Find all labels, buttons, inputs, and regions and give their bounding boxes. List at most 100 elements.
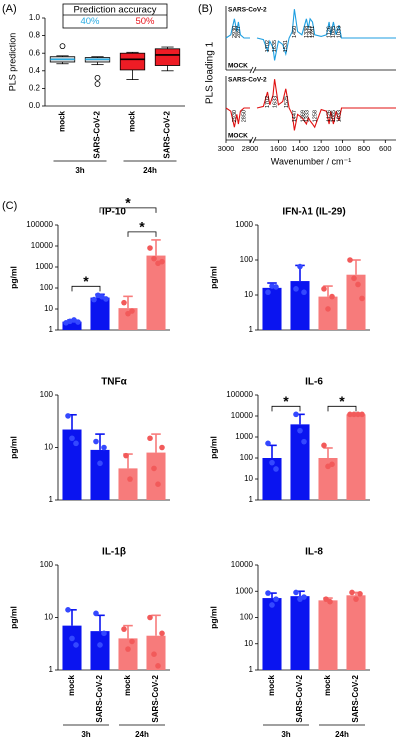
y-tick-label: 1 [249, 495, 254, 504]
data-point [323, 596, 329, 602]
x-tick-label: 800 [358, 144, 371, 153]
end-label: MOCK [228, 133, 248, 140]
data-point [353, 596, 359, 602]
peak-label: 1033 [336, 26, 342, 38]
y-tick-label: 1 [49, 495, 54, 504]
y-tick-label: 10 [244, 290, 253, 299]
significance-bracket [99, 207, 157, 213]
y-tick-label: 10 [44, 304, 53, 313]
y-tick-label: 1 [249, 325, 254, 334]
data-point [65, 607, 71, 613]
bar [62, 321, 82, 330]
data-point [273, 284, 279, 290]
data-point [297, 427, 303, 434]
peak-label: 1085 [331, 26, 337, 38]
x-tick-label: mock [128, 110, 137, 131]
data-point [273, 466, 279, 472]
data-point [321, 442, 327, 449]
y-tick-label: 0.0 [29, 101, 41, 110]
group-label: 24h [143, 166, 157, 175]
bar [318, 458, 338, 500]
peak-label: 2930 [232, 26, 238, 38]
peak-label: 1126 [327, 110, 333, 122]
group-label: 24h [135, 730, 149, 739]
y-tick-label: 10 [244, 639, 253, 648]
y-axis-label: pg/ml [208, 436, 218, 459]
x-tick-label: 1000 [334, 144, 351, 153]
y-tick-label: 100 [240, 453, 254, 462]
y-tick-label: 10000 [31, 241, 54, 250]
group-label: 3h [281, 730, 290, 739]
peak-label: 1702 [265, 96, 271, 108]
data-point [155, 481, 161, 487]
data-point [155, 663, 161, 669]
data-point [101, 444, 107, 451]
x-tick-label: 3000 [218, 144, 235, 153]
data-point [301, 289, 307, 296]
y-axis-label: pg/ml [8, 436, 18, 459]
y-tick-label: 100 [40, 283, 54, 292]
bar [118, 638, 138, 670]
axis-break [249, 66, 254, 74]
x-tick-label: SARS-CoV-2 [163, 110, 172, 158]
data-point [147, 245, 153, 251]
y-tick-label: 10 [44, 613, 53, 622]
y-tick-label: 10000 [231, 560, 254, 569]
data-point [359, 295, 365, 302]
data-point [91, 296, 97, 303]
x-tick-label: mock [267, 674, 276, 695]
peak-label: 1531 [283, 40, 289, 52]
data-point [327, 598, 333, 605]
significance-bracket [127, 231, 157, 237]
data-point [351, 411, 357, 418]
spectrum-line [225, 9, 396, 61]
y-tick-label: 100000 [26, 220, 53, 229]
data-point [151, 465, 157, 472]
bar [262, 287, 282, 330]
significance-label: * [139, 219, 145, 235]
bar [318, 296, 338, 330]
chart-title: IL-6 [305, 377, 323, 388]
x-tick-label: 2800 [242, 144, 259, 153]
data-point [265, 440, 271, 447]
data-point [159, 258, 165, 265]
x-tick-label: mock [58, 110, 67, 131]
data-point [293, 286, 299, 292]
x-tick-label: SARS-CoV-2 [351, 674, 360, 722]
data-point [355, 281, 361, 288]
peak-label: 1338 [304, 26, 310, 38]
y-tick-label: 0.8 [29, 31, 41, 40]
peak-label: 1281 [310, 26, 316, 38]
end-label: SARS-CoV-2 [228, 7, 267, 14]
chart-title: IL-1β [102, 547, 126, 558]
y-tick-label: 1000 [235, 220, 253, 229]
data-point [129, 308, 135, 314]
data-point [97, 642, 103, 648]
data-point [151, 651, 157, 657]
data-point [321, 286, 327, 292]
accuracy-label: 50% [135, 16, 155, 27]
data-point [329, 461, 335, 468]
y-tick-label: 1 [49, 665, 54, 674]
data-point [97, 460, 103, 467]
y-tick-label: 10 [44, 443, 53, 452]
data-point [297, 263, 303, 270]
y-tick-label: 1000 [235, 586, 253, 595]
y-axis-label: pg/ml [8, 266, 18, 289]
legend-box [62, 3, 168, 29]
data-point [151, 255, 157, 262]
y-tick-label: 1000 [235, 432, 253, 441]
group-label: 3h [75, 166, 84, 175]
peak-label: 1333 [304, 110, 310, 122]
x-tick-label: mock [67, 674, 76, 695]
data-point [129, 638, 135, 645]
data-point [93, 438, 99, 445]
data-point [69, 635, 75, 642]
group-label: 3h [81, 730, 90, 739]
significance-label: * [125, 195, 131, 211]
bar [90, 297, 110, 330]
bar [118, 468, 138, 500]
chart-title: IP-10 [102, 207, 126, 218]
bar [346, 414, 366, 500]
data-point [273, 596, 279, 602]
